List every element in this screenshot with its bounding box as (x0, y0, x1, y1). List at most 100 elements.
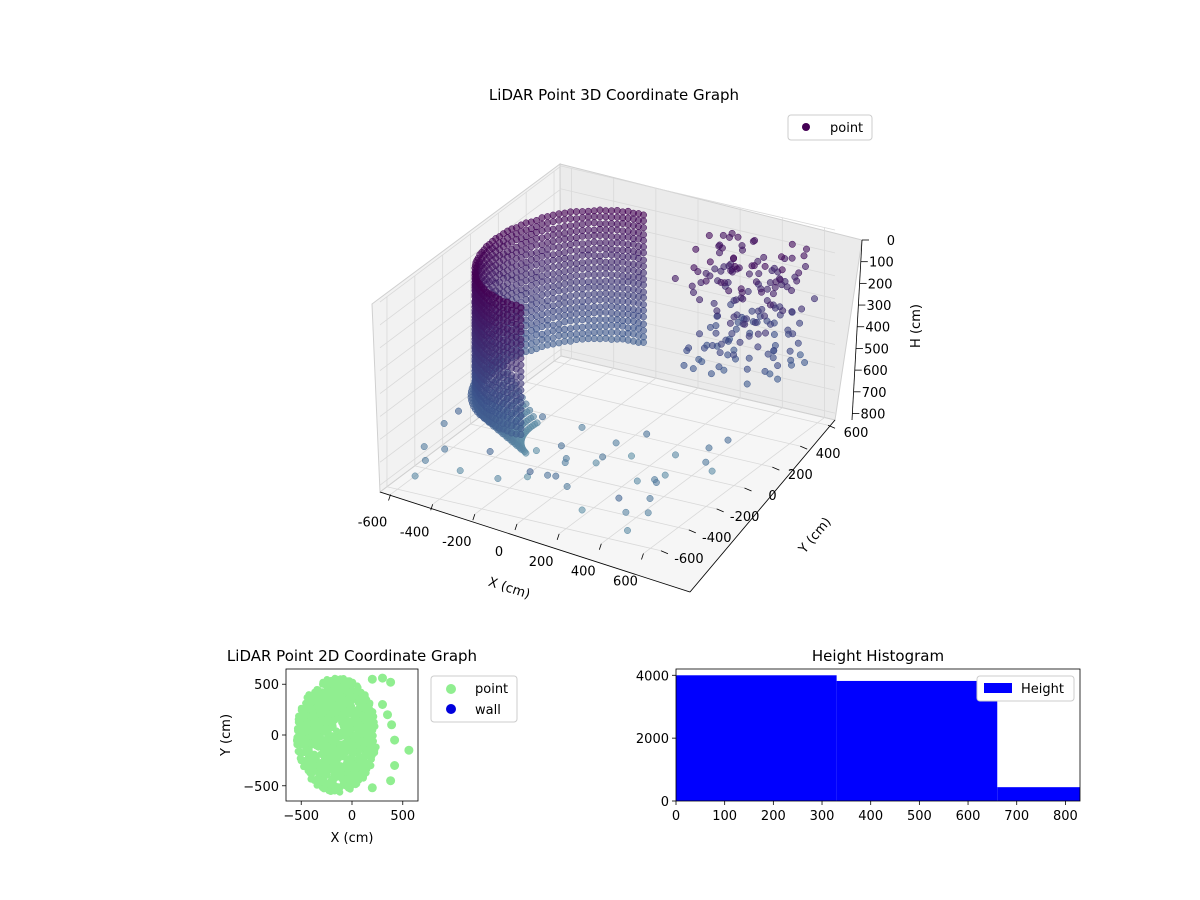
point-2d (310, 715, 318, 722)
point-3d (599, 453, 607, 461)
point-3d (584, 310, 592, 318)
point-3d (555, 332, 563, 340)
point-3d (602, 245, 610, 253)
point-3d (613, 328, 621, 336)
point-3d (590, 323, 598, 330)
point-3d (717, 278, 725, 286)
point-2d (349, 693, 357, 701)
y-tick-label-3d: 600 (844, 426, 869, 441)
point-3d (561, 311, 569, 319)
point-2d (316, 721, 324, 729)
point-3d (590, 309, 598, 317)
point-3d (613, 297, 621, 305)
point-3d (608, 283, 615, 291)
chart-2d: LiDAR Point 2D Coordinate Graph −500 0 500… (219, 647, 518, 846)
point-3d (644, 509, 652, 517)
x-tick-label-3d: -200 (442, 535, 472, 550)
point-3d (690, 264, 698, 272)
point-3d (602, 232, 610, 240)
point-3d (578, 214, 586, 222)
point-2d (341, 727, 349, 734)
point-2d (386, 677, 396, 687)
point-3d (590, 232, 598, 239)
x-tick-label-histogram: 500 (907, 809, 932, 824)
point-3d (769, 290, 777, 298)
point-3d (724, 351, 732, 359)
x-tick-label-histogram: 800 (1053, 809, 1078, 824)
point-3d (584, 239, 592, 247)
point-3d (613, 220, 621, 228)
point-3d (602, 283, 610, 291)
point-3d (567, 234, 574, 242)
point-3d (794, 339, 802, 347)
legend-3d: point (787, 114, 873, 141)
y-tick-label-3d: -600 (674, 552, 704, 567)
point-3d (596, 283, 604, 291)
point-2d (349, 737, 357, 745)
point-3d (561, 235, 569, 243)
point-3d (628, 452, 635, 460)
point-3d (796, 351, 804, 359)
point-3d (763, 285, 771, 293)
histogram-bars (676, 675, 1080, 801)
point-3d (719, 231, 727, 239)
point-3d (788, 287, 795, 294)
point-3d (613, 284, 621, 292)
point-3d (584, 258, 592, 266)
point-3d (737, 285, 745, 293)
point-3d (549, 288, 557, 296)
legend-2d-marker-wall (446, 704, 456, 714)
points-2d (293, 673, 414, 796)
point-2d (320, 728, 328, 736)
point-3d (596, 328, 604, 336)
point-3d (567, 273, 574, 281)
point-3d (590, 296, 598, 304)
point-3d (608, 251, 615, 259)
point-3d (486, 448, 494, 455)
point-3d (769, 354, 777, 362)
point-3d (555, 281, 563, 289)
point-3d (745, 354, 753, 362)
point-3d (578, 329, 586, 337)
legend-histogram-swatch (984, 683, 1012, 693)
point-3d (646, 495, 654, 502)
point-3d (613, 239, 621, 247)
legend-2d-marker-point (446, 684, 456, 694)
point-2d (347, 678, 354, 686)
point-3d (672, 451, 679, 459)
point-3d (602, 207, 610, 215)
point-3d (685, 344, 693, 352)
point-3d (549, 314, 557, 321)
point-3d (578, 316, 586, 324)
point-3d (590, 328, 598, 336)
point-3d (513, 441, 521, 449)
point-3d (578, 291, 586, 299)
point-3d (572, 208, 580, 216)
point-3d (549, 263, 557, 271)
point-3d (578, 240, 586, 248)
y-axis-label-2d: Y (cm) (219, 714, 234, 757)
point-3d (725, 287, 733, 295)
x-axis-label-3d: X (cm) (486, 575, 532, 603)
z-tick-label-3d: 100 (869, 256, 894, 271)
point-3d (608, 309, 615, 317)
point-3d (584, 232, 592, 240)
y-tick-label-histogram: 0 (661, 795, 669, 810)
histogram-title: Height Histogram (812, 647, 944, 665)
point-3d (555, 287, 563, 295)
point-2d (310, 777, 318, 784)
point-3d (711, 265, 719, 273)
y-axis-label-3d: Y (cm) (795, 515, 834, 558)
z-tick-label-3d: 800 (861, 407, 886, 422)
point-3d (567, 241, 574, 249)
point-3d (608, 335, 615, 343)
point-3d (608, 264, 615, 272)
point-3d (517, 406, 525, 414)
point-2d (302, 762, 310, 770)
point-3d (596, 206, 604, 214)
point-3d (608, 220, 615, 228)
point-2d (312, 755, 320, 763)
point-2d (387, 720, 397, 730)
point-3d (555, 262, 563, 270)
point-3d (572, 253, 580, 261)
